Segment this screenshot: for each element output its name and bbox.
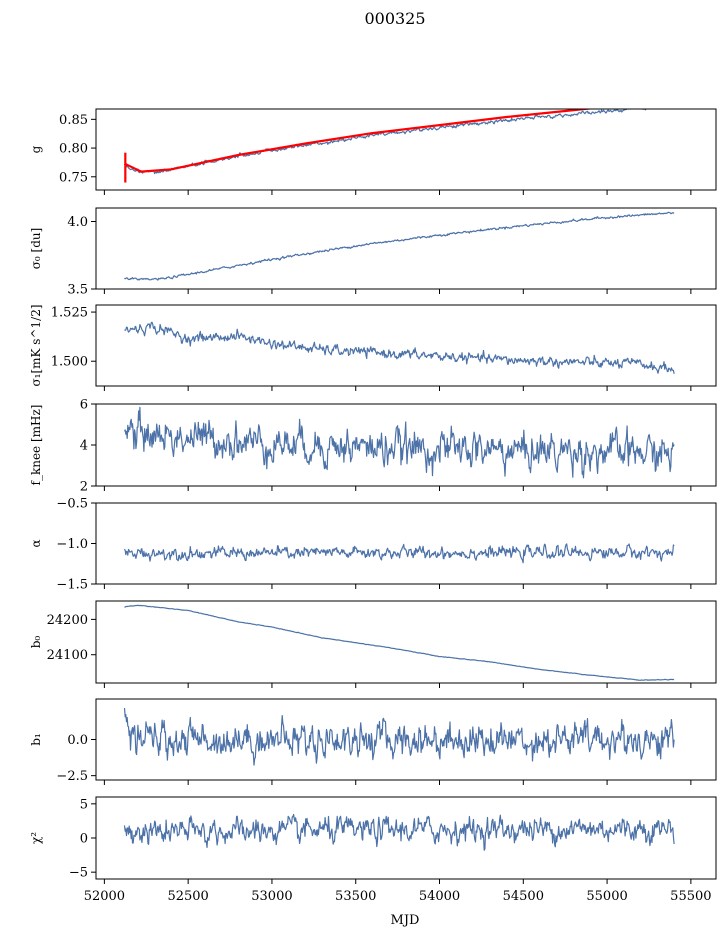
panel-sigma0: 3.5 4.0 σ₀ [du] — [29, 207, 717, 298]
ytick-label-alpha-1: −1.0 — [56, 537, 88, 552]
ylabel-chi2: χ² — [29, 832, 43, 844]
ytick-label-fknee-2: 6 — [80, 398, 88, 413]
ylabel-g: g — [29, 145, 43, 153]
panel-chi2: −5 0 5 χ² — [29, 796, 717, 884]
series-line-b0 — [124, 604, 675, 681]
ytick-label-b0-0: 24100 — [47, 648, 88, 663]
ytick-label-g-2: 0.85 — [59, 113, 88, 128]
xtick-label-4: 54000 — [419, 889, 460, 904]
ytick-label-g-1: 0.80 — [59, 142, 88, 157]
series-line-sigma1 — [124, 321, 675, 374]
ytick-label-chi2-0: −5 — [69, 866, 88, 881]
series-line-g — [124, 109, 651, 175]
ylabel-b0: b₀ — [29, 636, 43, 649]
panel-frame-g — [95, 108, 717, 191]
series-line-chi2 — [123, 813, 675, 851]
panel-frame-b0 — [95, 600, 717, 684]
ytick-label-chi2-1: 0 — [80, 832, 88, 847]
xtick-label-0: 52000 — [84, 889, 125, 904]
xtick-label-1: 52500 — [167, 889, 208, 904]
x-axis-label: MJD — [391, 913, 420, 928]
ytick-label-chi2-2: 5 — [80, 797, 88, 812]
panel-frame-sigma1 — [95, 304, 717, 387]
panel-b1: −2.5 0.0 b₁ — [29, 698, 717, 785]
ytick-label-fknee-0: 2 — [80, 480, 88, 495]
ylabel-sigma0: σ₀ [du] — [29, 228, 43, 270]
xtick-label-5: 54500 — [503, 889, 544, 904]
series-line-alpha — [123, 543, 675, 564]
ytick-label-b1-0: −2.5 — [56, 769, 88, 784]
series-line-sigma0 — [124, 211, 675, 281]
ytick-label-sigma0-0: 3.5 — [67, 283, 88, 298]
panel-alpha: −1.5 −1.0 −0.5 α — [29, 497, 717, 593]
panel-g: 0.75 0.80 0.85 g — [29, 108, 717, 195]
ytick-label-b1-1: 0.0 — [67, 733, 88, 748]
series-line-b1 — [123, 708, 675, 766]
ytick-label-alpha-0: −1.5 — [56, 578, 88, 593]
ylabel-fknee: f_knee [mHz] — [29, 405, 43, 486]
x-axis: 52000 52500 53000 53500 54000 54500 55000 55500 — [84, 889, 712, 904]
ytick-label-alpha-2: −0.5 — [56, 497, 88, 512]
ytick-label-fknee-1: 4 — [80, 439, 88, 454]
panel-frame-sigma0 — [95, 207, 717, 290]
chart-panels: 0.75 0.80 0.85 g 3.5 4.0 σ₀ [du] 1.500 1.525 σ₁[m… — [29, 108, 717, 884]
ylabel-b1: b₁ — [29, 733, 43, 746]
xtick-label-6: 55000 — [586, 889, 627, 904]
ytick-label-sigma0-1: 4.0 — [67, 215, 88, 230]
ytick-label-b0-1: 24200 — [47, 613, 88, 628]
panel-sigma1: 1.500 1.525 σ₁[mK s^1/2] — [29, 304, 717, 391]
series-line-fknee — [123, 406, 675, 479]
figure-title: 000325 — [364, 9, 425, 28]
ytick-label-g-0: 0.75 — [59, 170, 88, 185]
ylabel-alpha: α — [29, 539, 43, 547]
ytick-label-sigma1-1: 1.525 — [51, 306, 88, 321]
series-overlay-g — [124, 109, 596, 173]
xtick-label-3: 53500 — [335, 889, 376, 904]
ytick-label-sigma1-0: 1.500 — [51, 355, 88, 370]
panel-fknee: 2 4 6 f_knee [mHz] — [29, 398, 717, 495]
ylabel-sigma1: σ₁[mK s^1/2] — [29, 304, 43, 386]
panel-b0: 24100 24200 b₀ — [29, 600, 717, 688]
xtick-label-2: 53000 — [251, 889, 292, 904]
panel-frame-alpha — [95, 502, 717, 585]
panel-frame-chi2 — [95, 796, 717, 880]
xtick-label-7: 55500 — [670, 889, 711, 904]
